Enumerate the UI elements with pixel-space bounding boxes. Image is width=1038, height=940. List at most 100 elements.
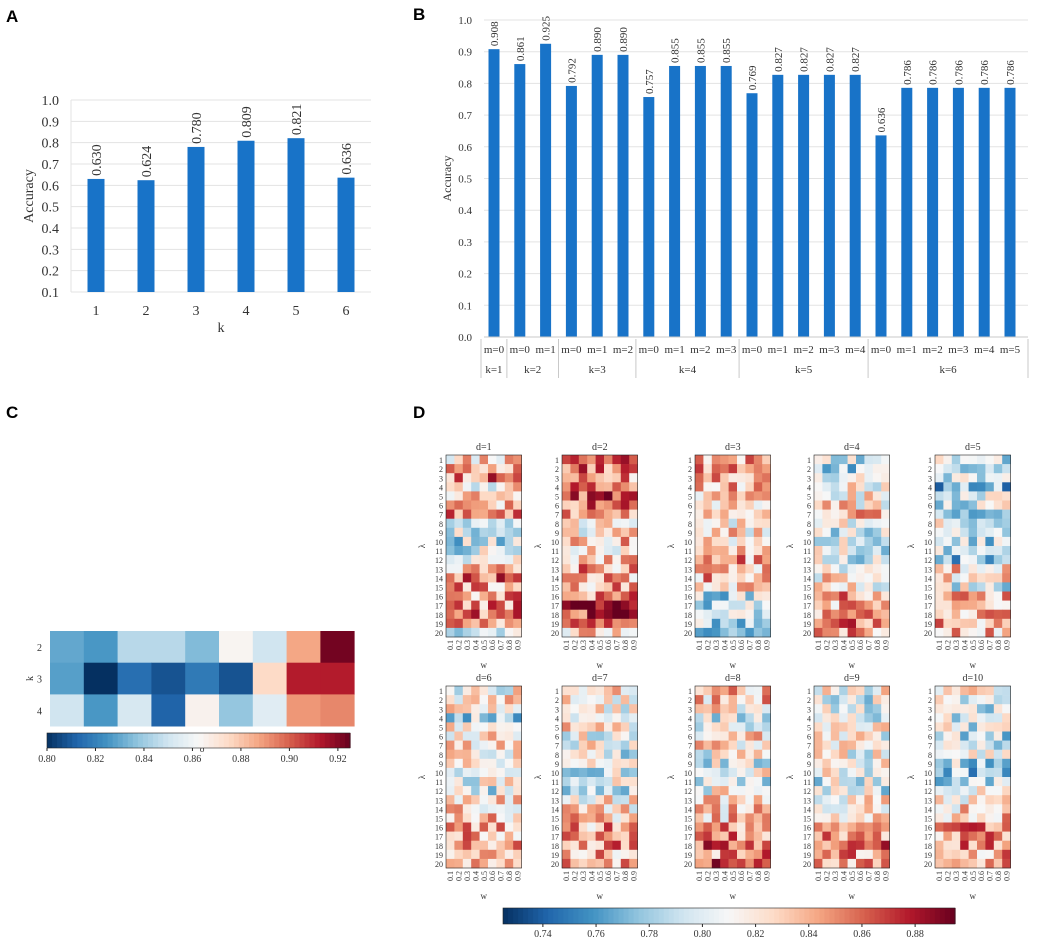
heatmap-cell-d [762,491,771,501]
heatmap-cell-d [985,518,995,529]
heatmap-cell-d [814,786,823,796]
heatmap-cell-d [762,722,771,732]
y-tick-label-d: 3 [807,474,811,483]
y-tick-label-d: 5 [555,493,559,502]
heatmap-cell-d [968,777,978,787]
colorbar-segment-c [67,733,73,748]
heatmap-cell-d [814,831,823,841]
colorbar-segment-c [122,733,129,748]
y-tick-label-d: 1 [555,687,559,696]
heatmap-cell-d [479,831,489,841]
heatmap-cell-d [985,455,995,465]
heatmap-cell-d [960,509,969,519]
heatmap-cell-d [839,582,848,592]
heatmap-cell-d [629,777,638,787]
heatmap-cell-d [570,786,580,796]
x-tick-label-d: 0.1 [935,640,944,650]
heatmap-cell-d [960,831,969,841]
heatmap-cell-d [814,822,823,832]
heatmap-cell-d [462,813,472,823]
heatmap-cell-d [830,573,840,583]
heatmap-cell-d [762,704,771,714]
heatmap-cell-d [454,627,464,638]
heatmap-cell-d [762,858,771,869]
colorbar-segment-d [523,908,529,924]
heatmap-cell-d [753,695,763,705]
x-tick-label-d: 0.2 [944,871,953,881]
heatmap-cell-d [993,822,1003,832]
heatmap-cell-d [612,849,622,860]
y-tick-label-d: 14 [684,805,692,814]
colorbar-segment-c [153,733,159,748]
heatmap-cell-d [943,509,953,519]
heatmap-cell-d [856,536,865,547]
heatmap-cell-d [446,713,455,723]
heatmap-cell-d [762,849,771,860]
heatmap-cell-d [703,813,713,823]
heatmap-cell-d [629,573,638,583]
heatmap-cell-d [814,758,823,769]
heatmap-cell-d [720,704,729,714]
heatmap-cell-d [578,758,588,769]
colorbar-segment-d [944,908,951,924]
heatmap-cell-d [578,527,588,538]
heatmap-cell-d [814,546,823,556]
heatmap-cell-d [864,840,874,851]
heatmap-cell-d [604,722,613,732]
x-tick-label-d: 0.1 [814,871,823,881]
heatmap-cell-d [720,822,729,832]
x-tick-label-d: 0.5 [848,640,857,650]
heatmap-cell-d [881,591,890,601]
heatmap-cell-d [504,591,514,601]
colorbar-tick-label-d: 0.84 [800,929,818,940]
colorbar-segment-c [238,733,245,748]
heatmap-cell-d [762,609,771,620]
heatmap-cell-d [604,609,613,620]
heatmap-cell-d [864,695,874,705]
heatmap-cell-d [935,473,944,483]
heatmap-cell-d [479,609,489,620]
heatmap-cell-d [951,509,961,519]
heatmap-cell-d [935,813,944,823]
colorbar-segment-c [228,733,235,748]
heatmap-cell-d [881,849,890,860]
heatmap-cell-d [993,786,1003,796]
heatmap-cell-d [943,591,953,601]
data-label-b: 0.861 [515,36,527,61]
heatmap-cell-d [753,686,763,696]
x-tick-label-d: 0.5 [729,640,738,650]
heatmap-cell-d [864,464,874,474]
colorbar-segment-c [294,733,301,748]
heatmap-cell-d [595,500,605,510]
heatmap-cell-d [1002,795,1011,805]
colorbar-segment-d [683,908,690,924]
colorbar-segment-d [759,908,765,924]
heatmap-cell-d [720,527,729,538]
data-label-b: 0.769 [747,65,759,90]
heatmap-cell-d [951,704,961,714]
x-tick-label-d: 0.6 [737,640,746,650]
heatmap-cell-d [762,546,771,556]
y-tick-label-d: 1 [439,687,443,696]
heatmap-cell-d [604,591,613,601]
heatmap-cell-d [462,758,472,769]
heatmap-cell-d [960,627,969,638]
heatmap-cell-d [968,722,978,732]
heatmap-cell-d [612,500,622,510]
heatmap-cell-d [629,627,638,638]
heatmap-cell-d [570,536,580,547]
heatmap-cell-d [504,740,514,750]
heatmap-cell-d [488,749,497,760]
heatmap-cell-d [488,546,497,556]
heatmap-cell-d [513,609,522,620]
colorbar-segment-d [899,908,906,924]
heatmap-cell-d [753,849,763,860]
heatmap-cell-d [762,786,771,796]
x-tick-label-d: 0.3 [712,871,721,881]
heatmap-cell-d [993,573,1003,583]
heatmap-cell-d [993,704,1003,714]
heatmap-cell-d [471,491,480,501]
y-tick-label-d: 5 [555,724,559,733]
heatmap-cell-d [720,731,729,741]
heatmap-cell-d [479,722,489,732]
